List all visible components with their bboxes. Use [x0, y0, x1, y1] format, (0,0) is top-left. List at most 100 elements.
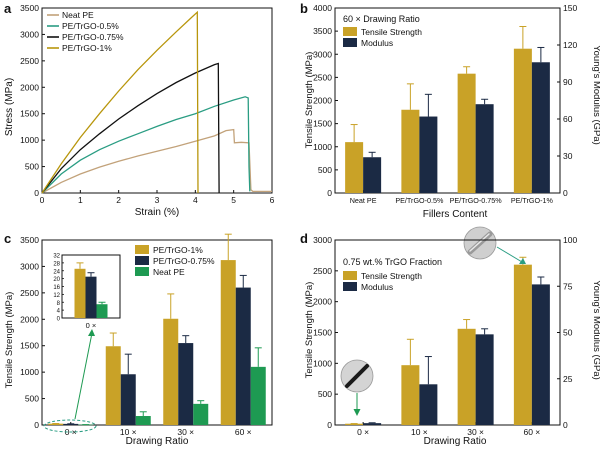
panel-a-ytick-label: 1000	[20, 135, 39, 145]
panel-c-ytick-label: 0	[34, 420, 39, 430]
panel-b-fillers-bar-chart: Tensile Strength (MPa) Young's Modulus (…	[304, 3, 600, 220]
panel-d-ytick-label: 3000	[313, 235, 332, 245]
panel-c-bar	[135, 416, 151, 425]
panel-d-bar	[345, 423, 364, 425]
panel-a-ytick-label: 3000	[20, 29, 39, 39]
panel-b-ytick-right-label: 90	[563, 77, 573, 87]
panel-d-ytick-right-label: 100	[563, 235, 577, 245]
panel-label-c: c	[4, 231, 11, 246]
panel-d-ytick-label: 2500	[313, 266, 332, 276]
panel-b-ytick-right-label: 0	[563, 188, 568, 198]
panel-d-legend-label: Tensile Strength	[361, 271, 422, 281]
panel-d-bar	[531, 284, 550, 425]
panel-a-series-line	[41, 10, 199, 194]
panel-a-series-line	[41, 62, 220, 194]
panel-d-ytick-label: 500	[318, 389, 332, 399]
panel-a-xtick-label: 6	[270, 195, 275, 205]
panel-d-ytick-right-label: 75	[563, 281, 573, 291]
panel-d-ylabel-right: Young's Modulus (GPa)	[591, 280, 600, 380]
panel-d-xlabel: Drawing Ratio	[424, 436, 487, 447]
panel-b-legend-label: Modulus	[361, 38, 393, 48]
panel-b-xtick-label: PE/TrGO-0.5%	[395, 196, 444, 205]
panel-d-ytick-label: 2000	[313, 297, 332, 307]
panel-b-xlabel: Fillers Content	[423, 209, 488, 220]
panel-c-xlabel: Drawing Ratio	[126, 436, 189, 447]
panel-c-inset-ytick-label: 8	[57, 301, 61, 307]
panel-d-legend-swatch	[343, 271, 357, 280]
panel-c-bar	[178, 343, 194, 425]
panel-label-d: d	[300, 231, 308, 246]
panel-b-ylabel-right: Young's Modulus (GPa)	[591, 45, 600, 145]
panel-b-ylabel: Tensile Strength (MPa)	[304, 52, 315, 149]
panel-c-ytick-label: 3000	[20, 261, 39, 271]
panel-b-bar	[531, 62, 550, 194]
panel-d-annotation: 0.75 wt.% TrGO Fraction	[343, 257, 442, 267]
panel-c-ytick-label: 2000	[20, 314, 39, 324]
panel-b-ytick-label: 3000	[313, 49, 332, 59]
panel-a-xtick-label: 3	[155, 195, 160, 205]
panel-b-bar	[345, 142, 364, 193]
panel-a-legend-label: PE/TrGO-1%	[62, 43, 112, 53]
panel-b-ytick-label: 3500	[313, 26, 332, 36]
panel-d-xtick-label: 10 ×	[411, 427, 428, 437]
panel-c-legend-label: PE/TrGO-0.75%	[153, 256, 215, 266]
panel-c-drawing-ratio-bar-chart: Tensile Strength (MPa) Drawing Ratio 0 50…	[4, 233, 273, 447]
panel-d-ytick-label: 1000	[313, 358, 332, 368]
panel-a-xtick-label: 2	[116, 195, 121, 205]
panel-c-inset-ytick-label: 16	[53, 285, 60, 291]
panel-c-inset-bar	[74, 268, 86, 318]
panel-c-bar	[120, 374, 136, 425]
panel-c-bar	[63, 423, 79, 425]
panel-c-inset-ytick-label: 28	[53, 261, 60, 267]
panel-c-ytick-label: 500	[25, 394, 39, 404]
panel-d-bar	[401, 365, 420, 425]
panel-c-legend-swatch	[135, 267, 149, 276]
panel-a-series-line	[41, 128, 272, 194]
panel-b-bar	[457, 73, 476, 193]
panel-d-drawing-ratio-modulus-chart: Tensile Strength (MPa) Young's Modulus (…	[304, 226, 600, 447]
panel-c-inset-bar	[85, 276, 97, 318]
panel-d-legend-label: Modulus	[361, 282, 393, 292]
panel-c-bar	[48, 423, 64, 425]
panel-b-xtick-label: PE/TrGO-0.75%	[450, 196, 503, 205]
panel-c-inset-bar	[96, 304, 108, 318]
panel-b-legend-label: Tensile Strength	[361, 27, 422, 37]
panel-a-ytick-label: 3500	[20, 3, 39, 13]
panel-c-ytick-label: 1000	[20, 367, 39, 377]
panel-c-xtick-label: 60 ×	[235, 427, 252, 437]
panel-c-inset-ytick-label: 24	[53, 269, 60, 275]
panel-b-xtick-label: PE/TrGO-1%	[511, 196, 554, 205]
panel-a-ytick-label: 1500	[20, 109, 39, 119]
panel-b-bar	[513, 48, 532, 194]
panel-c-inset-ytick-label: 32	[53, 254, 60, 260]
panel-a-series-line	[41, 96, 251, 194]
panel-d-xtick-label: 30 ×	[467, 427, 484, 437]
panel-d-ylabel: Tensile Strength (MPa)	[304, 282, 315, 379]
panel-d-bar	[457, 328, 476, 425]
panel-d-photo-arrowhead-60x	[519, 258, 526, 264]
panel-d-bar	[475, 334, 494, 425]
panel-b-ytick-right-label: 150	[563, 3, 577, 13]
panel-c-ytick-label: 2500	[20, 288, 39, 298]
panel-c-plot-frame	[41, 239, 273, 426]
panel-a-xlabel: Strain (%)	[135, 207, 179, 218]
panel-b-ytick-label: 1000	[313, 142, 332, 152]
panel-c-ylabel: Tensile Strength (MPa)	[4, 292, 15, 389]
panel-c-bar	[250, 366, 266, 425]
panel-b-ytick-right-label: 30	[563, 151, 573, 161]
panel-d-ytick-right-label: 25	[563, 374, 573, 384]
panel-d-ytick-right-label: 50	[563, 328, 573, 338]
panel-a-legend-label: PE/TrGO-0.75%	[62, 32, 124, 42]
panel-c-inset-xlabel: 0 ×	[86, 321, 97, 330]
panel-c-legend-label: Neat PE	[153, 267, 185, 277]
panel-b-bar	[475, 104, 494, 193]
panel-d-xtick-label: 0 ×	[357, 427, 369, 437]
panel-a-ytick-label: 500	[25, 162, 39, 172]
panel-a-xtick-label: 5	[231, 195, 236, 205]
panel-d-photo-arrowhead-0x	[353, 409, 361, 416]
panel-c-bar	[220, 260, 236, 425]
panel-b-ytick-label: 4000	[313, 3, 332, 13]
panel-a-ytick-label: 2500	[20, 56, 39, 66]
panel-c-inset-ytick-label: 4	[57, 309, 61, 315]
